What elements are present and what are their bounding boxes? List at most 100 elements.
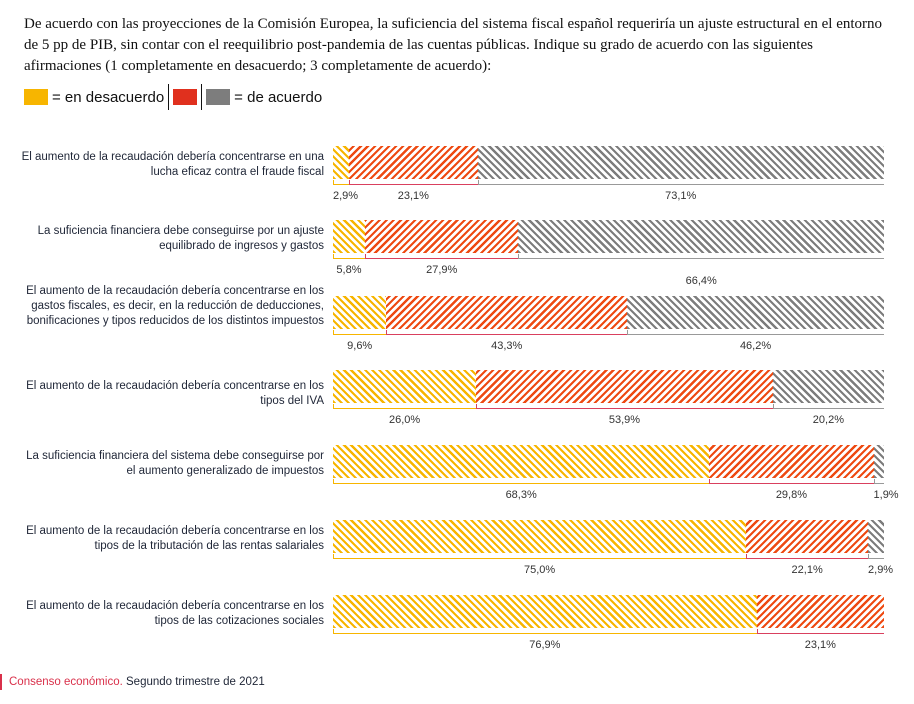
bar-segment: [873, 445, 884, 478]
row-label: El aumento de la recaudación debería con…: [26, 525, 324, 552]
intro-text: De acuerdo con las proyecciones de la Co…: [24, 16, 883, 74]
bracket-segment: [709, 479, 874, 484]
bracket-segment: [364, 254, 519, 259]
bar-segment: [333, 220, 365, 253]
bracket: [333, 629, 884, 635]
value-label: 22,1%: [791, 564, 823, 576]
value-label: 66,4%: [685, 275, 717, 287]
value-label: 27,9%: [426, 264, 458, 276]
bracket-segment: [476, 404, 773, 409]
value-labels: 9,6% 43,3% 46,2%: [333, 340, 884, 352]
legend-divider: [201, 84, 203, 110]
value-label: 76,9%: [529, 639, 561, 651]
value-label: 5,8%: [336, 264, 362, 276]
chart-row: El aumento de la recaudación debería con…: [0, 595, 914, 665]
source-label: Consenso económico.: [9, 676, 123, 688]
bracket-segment: [746, 554, 869, 559]
bracket: [333, 404, 884, 410]
bracket-segment: [756, 629, 884, 634]
value-label: 1,9%: [873, 489, 899, 501]
chart-row: La suficiencia financiera debe conseguir…: [0, 220, 914, 290]
bar: [333, 445, 884, 478]
bracket: [333, 554, 884, 560]
value-label: 23,1%: [397, 190, 429, 202]
bracket-segment: [349, 180, 478, 185]
bar-segment: [386, 296, 628, 329]
footer: Consenso económico. Segundo trimestre de…: [0, 674, 265, 690]
bar: [333, 220, 884, 253]
bracket: [333, 254, 884, 260]
legend-label-disagree: = en desacuerdo: [52, 88, 165, 106]
bar-segment: [333, 370, 477, 403]
bracket-segment: [333, 330, 387, 335]
bar-segment: [476, 370, 773, 403]
value-label: 26,0%: [388, 414, 421, 426]
bar-segment: [364, 220, 519, 253]
period-label: Segundo trimestre de 2021: [126, 676, 265, 688]
bar-segment: [477, 146, 884, 179]
bracket: [333, 479, 884, 485]
legend-swatch-neutral: [173, 89, 198, 105]
value-labels: 76,9% 23,1%: [333, 639, 884, 651]
value-label: 68,3%: [505, 489, 537, 501]
value-labels: 5,8% 27,9% 66,4%: [333, 264, 884, 287]
bracket-segment: [386, 330, 628, 335]
row-label: El aumento de la recaudación debería con…: [26, 600, 324, 627]
legend-label-agree: = de acuerdo: [234, 88, 323, 106]
legend-swatch-agree: [206, 89, 231, 105]
value-label: 29,8%: [775, 489, 808, 501]
bracket-segment: [868, 554, 884, 559]
bar-segment: [349, 146, 478, 179]
bar-segment: [746, 520, 869, 553]
chart-row: El aumento de la recaudación debería con…: [0, 285, 914, 366]
value-label: 23,1%: [804, 639, 836, 651]
bracket-segment: [477, 180, 884, 185]
bar-segment: [333, 296, 387, 329]
bar: [333, 520, 884, 553]
bracket-segment: [333, 629, 757, 634]
row-label: El aumento de la recaudación debería con…: [26, 285, 324, 327]
bracket: [333, 330, 884, 336]
value-label: 9,6%: [347, 340, 373, 352]
row-label: La suficiencia financiera debe conseguir…: [37, 225, 324, 252]
bar: [333, 146, 884, 179]
bar-segment: [627, 296, 884, 329]
bar-segment: [333, 520, 747, 553]
value-labels: 68,3% 29,8% 1,9%: [333, 489, 899, 501]
chart-row: El aumento de la recaudación debería con…: [0, 146, 914, 216]
bracket-segment: [333, 479, 710, 484]
bracket: [333, 180, 884, 186]
bar: [333, 296, 884, 329]
chart-row: El aumento de la recaudación debería con…: [0, 370, 914, 440]
legend-swatch-disagree: [24, 89, 48, 105]
bracket-segment: [333, 404, 477, 409]
bracket-segment: [873, 479, 884, 484]
bracket-segment: [627, 330, 884, 335]
bar-segment: [756, 595, 884, 628]
bracket-segment: [333, 254, 365, 259]
legend: = en desacuerdo = de acuerdo: [24, 84, 322, 110]
bar-segment: [333, 595, 757, 628]
bar-segment: [333, 146, 350, 179]
value-label: 43,3%: [491, 340, 523, 352]
bar-segment: [772, 370, 884, 403]
value-label: 53,9%: [608, 414, 641, 426]
bracket-segment: [333, 554, 747, 559]
value-label: 46,2%: [739, 340, 772, 352]
bar: [333, 595, 884, 628]
chart-row: La suficiencia financiera del sistema de…: [0, 445, 914, 515]
bracket-segment: [333, 180, 350, 185]
value-label: 2,9%: [868, 564, 894, 576]
row-label: La suficiencia financiera del sistema de…: [26, 450, 324, 477]
bracket-segment: [772, 404, 884, 409]
bar-segment: [868, 520, 884, 553]
value-label: 73,1%: [665, 190, 697, 202]
legend-divider: [168, 84, 170, 110]
value-label: 2,9%: [333, 190, 359, 202]
value-labels: 26,0% 53,9% 20,2%: [333, 414, 884, 426]
value-labels: 2,9% 23,1% 73,1%: [333, 190, 884, 202]
value-label: 75,0%: [524, 564, 556, 576]
value-label: 20,2%: [812, 414, 844, 426]
value-labels: 75,0% 22,1% 2,9%: [333, 564, 894, 576]
row-label: El aumento de la recaudación debería con…: [26, 380, 324, 407]
